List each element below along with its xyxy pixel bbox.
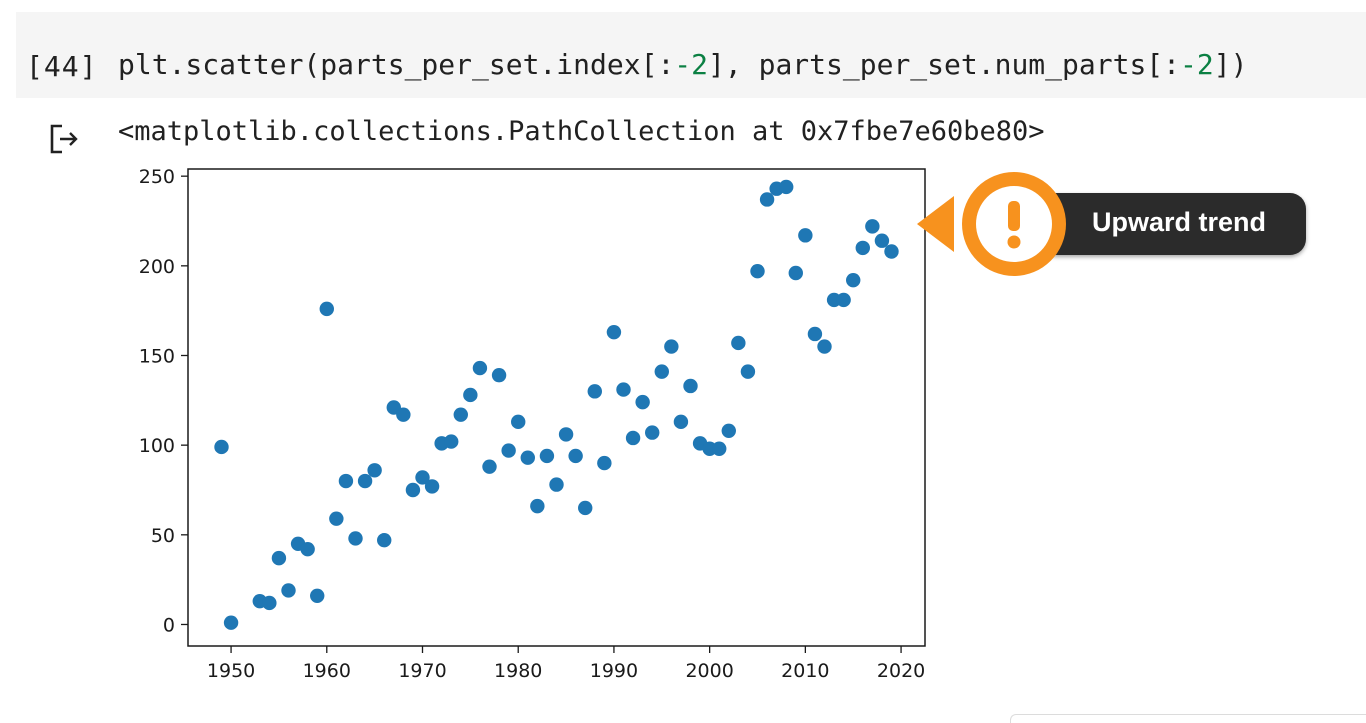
- code-text: ]): [1213, 48, 1248, 81]
- scatter-point: [501, 443, 516, 458]
- scatter-point: [338, 473, 354, 489]
- scatter-point: [482, 459, 497, 474]
- scatter-point: [367, 463, 382, 478]
- execution-count: [44]: [26, 50, 98, 83]
- scatter-point: [750, 264, 765, 279]
- code-number: -2: [1180, 48, 1214, 81]
- callout-label: Upward trend: [1092, 207, 1267, 237]
- scatter-point: [625, 430, 641, 446]
- scatter-point: [520, 450, 535, 465]
- scatter-point: [396, 407, 411, 422]
- scatter-point: [491, 368, 507, 383]
- scatter-point: [731, 335, 746, 351]
- x-tick-label: 1950: [207, 660, 255, 682]
- corner-widget: [1010, 714, 1366, 723]
- scatter-point: [721, 423, 736, 439]
- scatter-point: [846, 272, 861, 288]
- output-repr-text: <matplotlib.collections.PathCollection a…: [118, 116, 1045, 147]
- y-tick-label: 0: [163, 614, 175, 636]
- callout-pill: [1040, 193, 1306, 255]
- x-tick-label: 2000: [685, 660, 733, 682]
- scatter-point: [405, 482, 421, 498]
- x-tick-label: 1960: [303, 660, 351, 682]
- scatter-point: [635, 394, 650, 410]
- y-tick-label: 150: [139, 345, 175, 367]
- x-tick-label: 1990: [590, 660, 638, 682]
- scatter-point: [616, 382, 631, 397]
- scatter-point: [578, 500, 593, 516]
- scatter-point: [884, 244, 899, 259]
- scatter-point: [444, 434, 459, 449]
- scatter-point: [606, 324, 622, 340]
- scatter-point: [654, 364, 669, 379]
- y-tick-label: 100: [139, 435, 175, 457]
- scatter-point: [779, 179, 794, 195]
- plot-frame: [187, 168, 926, 647]
- scatter-point: [530, 498, 545, 514]
- code-line[interactable]: plt.scatter(parts_per_set.index[:-2], pa…: [118, 48, 1247, 81]
- scatter-point: [874, 233, 890, 248]
- scatter-point: [683, 378, 698, 394]
- scatter-point: [377, 532, 392, 548]
- scatter-point: [759, 192, 775, 207]
- scatter-point: [511, 414, 526, 430]
- scatter-point: [836, 292, 851, 308]
- output-arrow-icon[interactable]: [48, 122, 82, 156]
- scatter-point: [319, 301, 334, 317]
- y-tick-label: 50: [151, 525, 175, 547]
- scatter-point: [645, 425, 660, 440]
- scatter-point: [817, 339, 832, 354]
- scatter-point: [865, 219, 880, 234]
- scatter-point: [424, 479, 440, 494]
- x-tick-label: 2020: [877, 660, 925, 682]
- y-tick-label: 200: [139, 256, 175, 278]
- scatter-point: [673, 414, 689, 430]
- scatter-point: [271, 550, 287, 566]
- scatter-point: [558, 427, 574, 442]
- code-number: -2: [674, 48, 709, 81]
- scatter-point: [472, 360, 488, 376]
- scatter-point: [740, 364, 756, 379]
- scatter-point: [262, 595, 277, 611]
- exclamation-icon: [914, 170, 1068, 282]
- x-tick-label: 2010: [781, 660, 829, 682]
- code-text: ], parts_per_set.num_parts[:: [708, 48, 1181, 81]
- code-cell[interactable]: [44] plt.scatter(parts_per_set.index[:-2…: [16, 12, 1366, 98]
- scatter-point: [415, 470, 430, 485]
- scatter-point: [597, 455, 612, 471]
- scatter-point: [855, 240, 870, 256]
- code-text: plt.scatter(parts_per_set.index[:: [118, 48, 675, 81]
- scatter-point: [664, 339, 679, 354]
- scatter-point: [214, 439, 229, 455]
- scatter-point: [300, 541, 315, 557]
- scatter-point: [357, 473, 373, 489]
- scatter-point: [223, 615, 239, 630]
- x-tick-label: 1980: [494, 660, 542, 682]
- scatter-point: [788, 265, 803, 281]
- scatter-point: [539, 448, 555, 464]
- scatter-point: [549, 477, 564, 492]
- scatter-point: [798, 228, 813, 243]
- x-tick-label: 1970: [398, 660, 446, 682]
- scatter-point: [568, 448, 583, 464]
- scatter-point: [807, 326, 823, 342]
- scatter-point: [463, 387, 478, 403]
- scatter-point: [453, 407, 468, 422]
- scatter-point: [587, 384, 602, 399]
- y-tick-label: 250: [139, 166, 175, 188]
- scatter-point: [329, 511, 344, 526]
- scatter-point: [712, 441, 727, 456]
- scatter-point: [348, 531, 363, 546]
- scatter-point: [281, 583, 296, 598]
- scatter-point: [310, 588, 325, 603]
